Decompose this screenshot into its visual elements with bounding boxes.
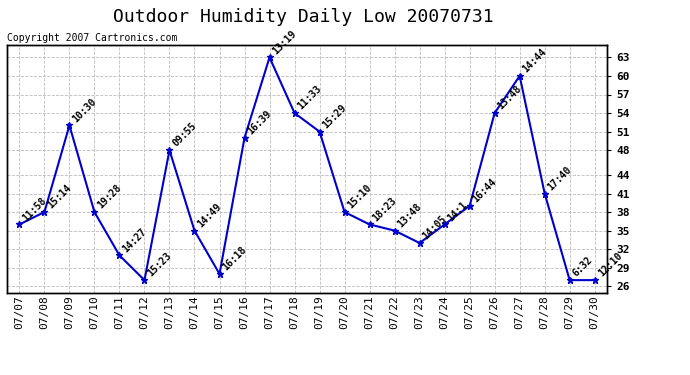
Text: 13:48: 13:48 [396, 201, 424, 229]
Text: 13:48: 13:48 [496, 84, 524, 112]
Text: Outdoor Humidity Daily Low 20070731: Outdoor Humidity Daily Low 20070731 [113, 8, 494, 26]
Text: 15:10: 15:10 [346, 183, 374, 211]
Text: 14:44: 14:44 [521, 47, 549, 75]
Text: 16:44: 16:44 [471, 177, 499, 204]
Text: 14:27: 14:27 [121, 226, 148, 254]
Text: 16:18: 16:18 [221, 245, 248, 273]
Text: 18:23: 18:23 [371, 195, 399, 223]
Text: 6:32: 6:32 [571, 255, 595, 279]
Text: 10:30: 10:30 [70, 96, 99, 124]
Text: 19:28: 19:28 [96, 183, 124, 211]
Text: 12:10: 12:10 [596, 251, 624, 279]
Text: 14:49: 14:49 [196, 201, 224, 229]
Text: 09:55: 09:55 [170, 121, 199, 149]
Text: 11:33: 11:33 [296, 84, 324, 112]
Text: 15:23: 15:23 [146, 251, 174, 279]
Text: 14:1: 14:1 [446, 200, 470, 223]
Text: 13:19: 13:19 [270, 28, 299, 56]
Text: Copyright 2007 Cartronics.com: Copyright 2007 Cartronics.com [7, 33, 177, 42]
Text: 17:40: 17:40 [546, 164, 574, 192]
Text: 15:29: 15:29 [321, 102, 348, 130]
Text: 16:39: 16:39 [246, 109, 274, 136]
Text: 11:58: 11:58 [21, 195, 48, 223]
Text: 15:14: 15:14 [46, 183, 74, 211]
Text: 14:05: 14:05 [421, 214, 448, 242]
